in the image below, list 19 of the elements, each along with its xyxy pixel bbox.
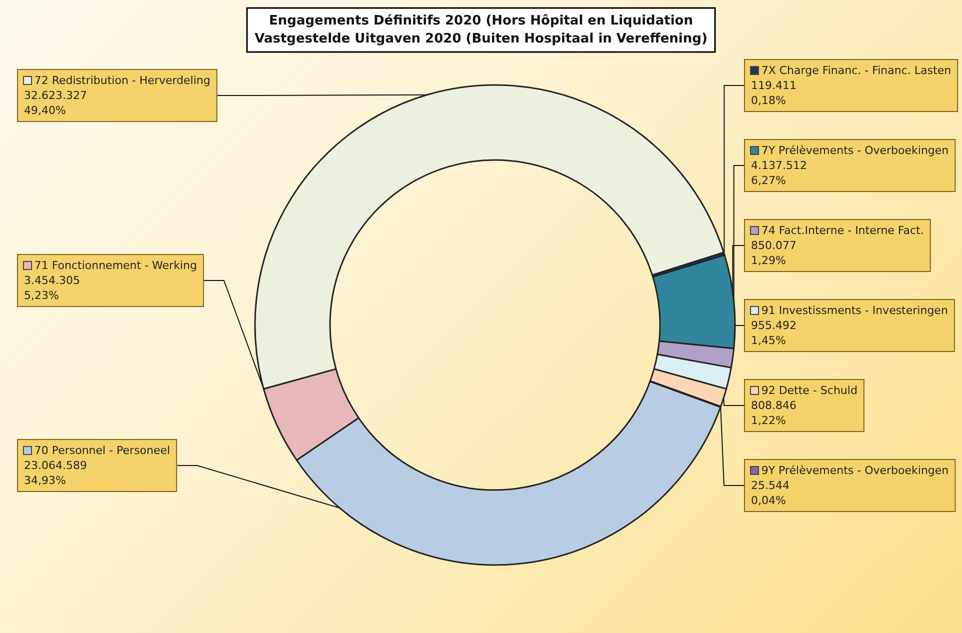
legend-label: 92 Dette - Schuld — [761, 384, 858, 397]
legend-label: 74 Fact.Interne - Interne Fact. — [761, 224, 924, 237]
data-label: 32.623.327 49,40% — [24, 89, 87, 117]
data-label: 808.846 1,22% — [751, 399, 796, 427]
legend-label: 9Y Prélèvements - Overboekingen — [761, 464, 949, 477]
legend-label: 71 Fonctionnement - Werking — [34, 259, 197, 272]
data-label: 955.492 1,45% — [751, 319, 796, 347]
chart-title: Engagements Définitifs 2020 (Hors Hôpital en Liquidation Vastgestelde Uitgaven 2020 (Buiten Hospitaal in Vereffening) — [254, 14, 708, 46]
legend-label: 7Y Prélèvements - Overboekingen — [761, 144, 949, 157]
legend-label: 7X Charge Financ. - Financ. Lasten — [761, 64, 952, 77]
data-label: 25.544 0,04% — [751, 479, 790, 507]
data-label: 3.454.305 5,23% — [24, 274, 80, 302]
legend-label: 91 Investissments - Investeringen — [761, 304, 948, 317]
data-label: 119.411 0,18% — [751, 79, 796, 107]
data-label: 23.064.589 34,93% — [24, 459, 87, 487]
data-label: 4.137.512 6,27% — [751, 159, 807, 187]
legend-label: 70 Personnel - Personeel — [34, 444, 170, 457]
data-label: 850.077 1,29% — [751, 239, 796, 267]
legend-label: 72 Redistribution - Herverdeling — [34, 74, 210, 87]
